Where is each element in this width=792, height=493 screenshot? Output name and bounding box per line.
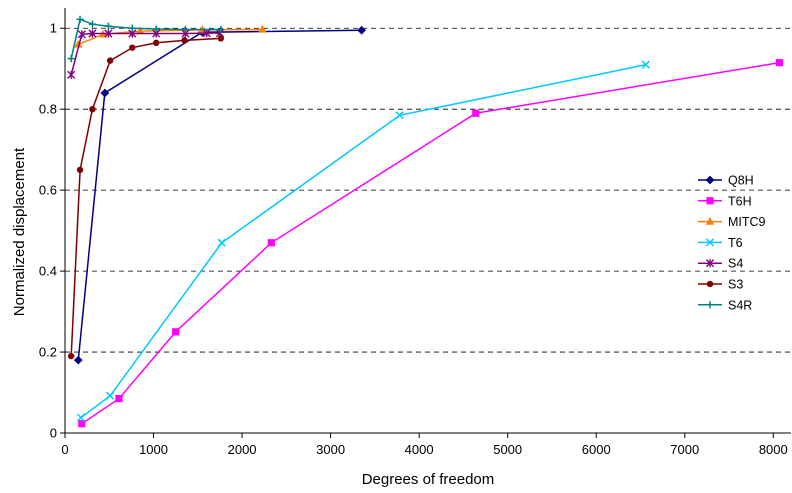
y-tick-label: 0.4 <box>39 264 57 279</box>
series-s3 <box>67 35 225 360</box>
legend-marker <box>705 238 715 247</box>
data-point-s3 <box>129 44 136 51</box>
series-q8h <box>73 25 366 365</box>
data-point-t6h <box>78 420 86 428</box>
data-point-s3 <box>181 37 188 44</box>
marker-stroke <box>395 111 404 120</box>
data-point-s4r <box>88 20 97 28</box>
data-point-s4r <box>76 15 84 23</box>
series-group <box>67 15 784 428</box>
data-point-s4 <box>202 28 211 38</box>
axes: 0 0.2 0.4 0.6 0.8 1 0 1000 2000 3000 4000 5000 6000 7… <box>39 8 791 457</box>
legend-label: S4R <box>728 298 752 312</box>
data-point-s3 <box>106 57 114 64</box>
legend-marker <box>705 259 715 268</box>
legend-marker <box>706 301 714 309</box>
series-line-t6 <box>80 63 646 419</box>
data-point-s3 <box>152 39 160 47</box>
data-point-s3 <box>76 166 84 174</box>
legend-item-t6h: T6H <box>698 194 752 208</box>
legend: Q8H T6H MITC9 T6 S4 S3 S4R <box>698 174 766 312</box>
data-point-s4 <box>88 29 97 38</box>
marker-stroke <box>106 391 115 400</box>
legend-label: S3 <box>728 278 743 292</box>
legend-label: MITC9 <box>728 215 766 229</box>
data-point-q8h <box>73 355 83 365</box>
data-point-t6h <box>172 328 180 336</box>
data-point-s4 <box>67 70 76 79</box>
data-point-t6 <box>76 413 86 422</box>
x-tick-label: 0 <box>61 442 68 457</box>
marker-stroke <box>705 238 715 247</box>
legend-marker <box>706 280 714 288</box>
data-point-mitc9 <box>136 26 145 35</box>
gridlines <box>65 27 791 353</box>
data-point-t6 <box>641 60 650 69</box>
legend-item-mitc9: MITC9 <box>698 215 766 229</box>
data-point-t6 <box>395 111 404 120</box>
series-s4 <box>67 28 225 79</box>
data-point-mitc9 <box>74 39 83 48</box>
legend-item-s4r: S4R <box>698 298 752 312</box>
legend-marker <box>705 217 715 225</box>
x-tick-label: 5000 <box>493 442 522 457</box>
y-axis-title: Normalized displacement <box>11 147 28 316</box>
y-tick-label: 0.6 <box>39 183 57 198</box>
legend-item-s4: S4 <box>698 257 743 271</box>
y-tick-label: 0.8 <box>39 102 57 117</box>
series-line-t6h <box>81 61 780 425</box>
x-tick-label: 2000 <box>228 442 257 457</box>
y-tick-label: 0.2 <box>39 345 57 360</box>
legend-item-q8h: Q8H <box>698 174 754 188</box>
data-point-s4r <box>128 24 136 32</box>
series-s4r <box>67 15 225 63</box>
data-point-t6h <box>472 109 480 117</box>
legend-item-t6: T6 <box>698 236 743 250</box>
data-point-s4r <box>67 54 75 63</box>
series-line-s3 <box>70 37 221 357</box>
marker-stroke <box>641 60 650 69</box>
data-point-s4 <box>77 30 86 39</box>
data-point-mitc9 <box>258 24 267 33</box>
data-point-t6 <box>106 391 115 400</box>
x-tick-label: 3000 <box>316 442 345 457</box>
data-point-q8h <box>357 25 366 35</box>
data-point-t6h <box>115 394 123 403</box>
x-tick-label: 8000 <box>759 442 788 457</box>
legend-label: T6 <box>728 236 743 250</box>
series-t6 <box>76 60 650 422</box>
data-point-t6h <box>267 239 275 247</box>
data-point-s3 <box>89 105 96 113</box>
x-tick-label: 4000 <box>405 442 434 457</box>
y-tick-label: 0 <box>50 426 57 441</box>
x-tick-label: 6000 <box>582 442 611 457</box>
data-point-s4r <box>152 25 160 33</box>
legend-marker <box>706 197 714 205</box>
series-line-q8h <box>77 29 362 361</box>
x-axis-title: Degrees of freedom <box>362 471 495 488</box>
legend-marker <box>705 175 715 185</box>
data-point-q8h <box>100 88 110 98</box>
y-tick-label: 1 <box>50 21 57 36</box>
legend-label: S4 <box>728 257 743 271</box>
data-point-t6h <box>775 59 784 67</box>
data-point-s3 <box>217 35 225 42</box>
legend-label: Q8H <box>728 174 754 188</box>
marker-stroke <box>76 413 86 422</box>
legend-label: T6H <box>728 194 752 208</box>
legend-item-s3: S3 <box>698 278 743 292</box>
data-point-s3 <box>67 352 75 360</box>
x-tick-label: 1000 <box>139 442 168 457</box>
series-t6h <box>78 59 784 428</box>
data-point-s4r <box>104 22 112 30</box>
series-line-s4r <box>70 18 221 59</box>
data-point-s4r <box>217 25 225 34</box>
data-point-s4r <box>181 25 190 34</box>
marker-stroke <box>217 238 226 247</box>
data-point-s4 <box>104 29 113 38</box>
x-tick-label: 7000 <box>670 442 699 457</box>
data-point-t6 <box>217 238 226 247</box>
